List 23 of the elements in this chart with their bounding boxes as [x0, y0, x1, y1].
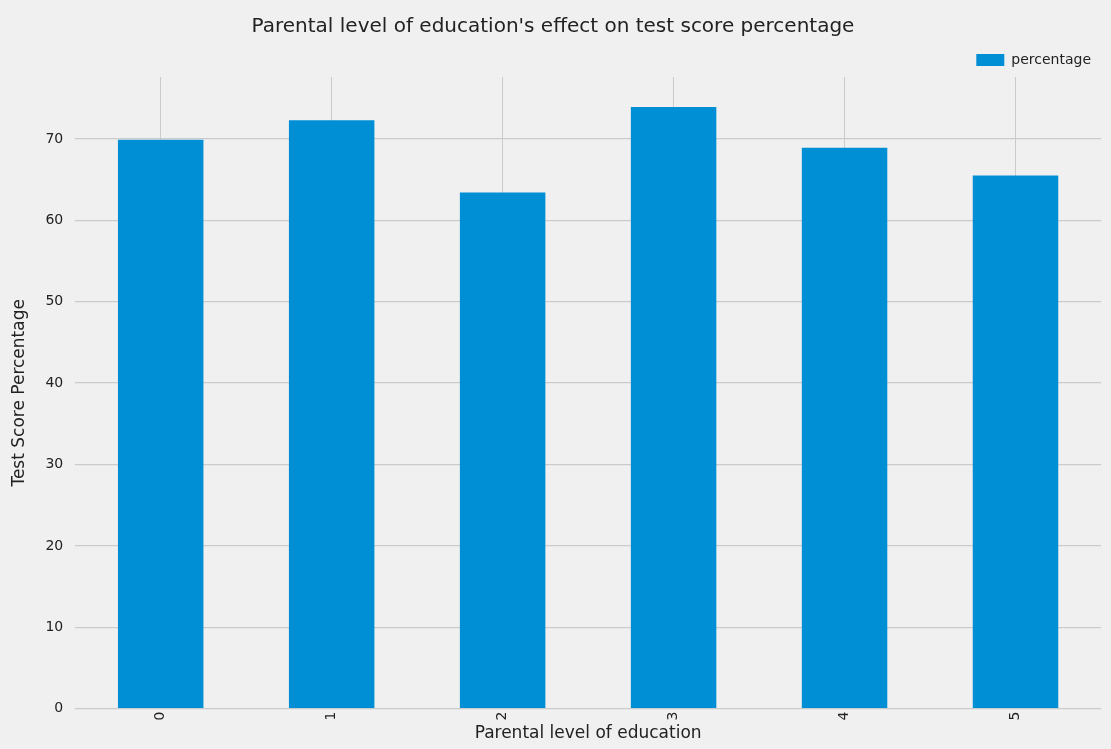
y-tick-label: 70 — [45, 129, 64, 146]
y-tick-label: 30 — [45, 455, 64, 472]
y-tick-label: 40 — [45, 373, 64, 390]
bar — [972, 175, 1059, 709]
chart-title: Parental level of education's effect on test score percentage — [251, 13, 855, 38]
x-tick-label: 4 — [835, 711, 852, 721]
y-tick-label: 20 — [45, 536, 64, 553]
y-tick-label: 60 — [45, 210, 64, 227]
x-tick-label: 1 — [322, 711, 339, 721]
bar — [801, 147, 888, 709]
bar — [288, 120, 375, 709]
y-tick-label: 10 — [45, 617, 64, 634]
bar — [459, 192, 546, 709]
x-tick-label: 5 — [1006, 711, 1023, 721]
x-axis-title: Parental level of education — [474, 722, 702, 743]
x-tick-label: 0 — [151, 711, 168, 721]
legend-label: percentage — [1011, 50, 1091, 67]
y-tick-label: 50 — [45, 292, 64, 309]
x-tick-label: 2 — [493, 711, 510, 721]
x-tick-label: 3 — [664, 711, 681, 721]
bar — [630, 107, 717, 709]
bar — [117, 139, 204, 709]
y-axis-title: Test Score Percentage — [7, 299, 28, 488]
